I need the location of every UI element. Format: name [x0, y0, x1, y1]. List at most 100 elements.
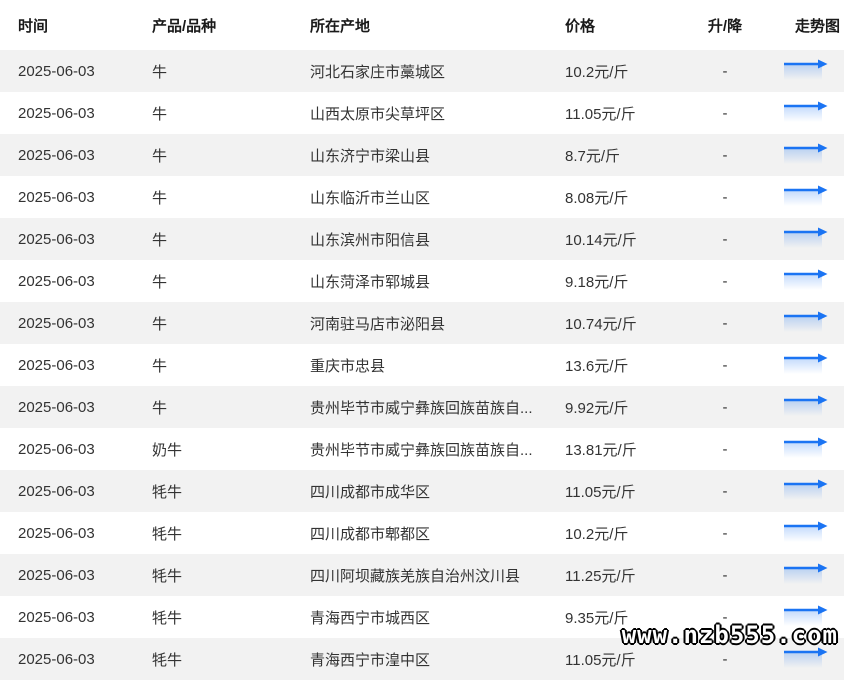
cell-price: 9.92元/斤: [565, 399, 629, 417]
cell-trend: [747, 437, 844, 461]
table-row: 2025-06-03 牛 重庆市忠县 13.6元/斤 -: [0, 344, 844, 386]
table-row: 2025-06-03 牦牛 四川成都市成华区 11.05元/斤 -: [0, 470, 844, 512]
trend-arrow-icon[interactable]: [783, 605, 829, 629]
cell-product: 牛: [152, 273, 168, 291]
table-row: 2025-06-03 牛 山东临沂市兰山区 8.08元/斤 -: [0, 176, 844, 218]
cell-change: -: [722, 314, 728, 332]
cell-date: 2025-06-03: [18, 62, 95, 80]
cell-date: 2025-06-03: [18, 608, 95, 626]
cell-date: 2025-06-03: [18, 650, 95, 668]
cell-product: 牦牛: [152, 567, 183, 585]
cell-trend: [747, 143, 844, 167]
cell-product: 牛: [152, 189, 168, 207]
trend-arrow-icon[interactable]: [783, 59, 829, 83]
cell-location: 山东临沂市兰山区: [310, 189, 431, 207]
cell-change: -: [722, 440, 728, 458]
table-row: 2025-06-03 牦牛 青海西宁市湟中区 11.05元/斤 -: [0, 638, 844, 680]
cell-date: 2025-06-03: [18, 524, 95, 542]
cell-location: 四川阿坝藏族羌族自治州汶川县: [310, 567, 521, 585]
cell-location: 山东滨州市阳信县: [310, 231, 431, 249]
cell-location: 四川成都市成华区: [310, 483, 431, 501]
cell-location: 青海西宁市湟中区: [310, 651, 431, 669]
cell-location: 河南驻马店市泌阳县: [310, 315, 446, 333]
cell-date: 2025-06-03: [18, 188, 95, 206]
cell-change: -: [722, 566, 728, 584]
cell-change: -: [722, 524, 728, 542]
table-row: 2025-06-03 牦牛 四川成都市郫都区 10.2元/斤 -: [0, 512, 844, 554]
cell-trend: [747, 647, 844, 671]
cell-product: 牛: [152, 399, 168, 417]
cell-change: -: [722, 188, 728, 206]
cell-change: -: [722, 398, 728, 416]
cell-trend: [747, 269, 844, 293]
cell-change: -: [722, 146, 728, 164]
trend-arrow-icon[interactable]: [783, 563, 829, 587]
cell-date: 2025-06-03: [18, 482, 95, 500]
cell-location: 贵州毕节市威宁彝族回族苗族自...: [310, 399, 533, 417]
cell-trend: [747, 101, 844, 125]
cell-location: 四川成都市郫都区: [310, 525, 431, 543]
cell-price: 9.18元/斤: [565, 273, 629, 291]
cell-trend: [747, 353, 844, 377]
table-row: 2025-06-03 牛 河北石家庄市藁城区 10.2元/斤 -: [0, 50, 844, 92]
cell-location: 山东菏泽市郓城县: [310, 273, 431, 291]
cell-price: 10.2元/斤: [565, 63, 629, 81]
column-header-change: 升/降: [707, 17, 743, 35]
table-row: 2025-06-03 牛 山东济宁市梁山县 8.7元/斤 -: [0, 134, 844, 176]
cell-price: 11.25元/斤: [565, 567, 636, 585]
cell-change: -: [722, 230, 728, 248]
cell-change: -: [722, 482, 728, 500]
cell-product: 牦牛: [152, 483, 183, 501]
cell-location: 山西太原市尖草坪区: [310, 105, 446, 123]
cell-trend: [747, 479, 844, 503]
cell-trend: [747, 605, 844, 629]
cell-price: 10.14元/斤: [565, 231, 637, 249]
cell-product: 牦牛: [152, 609, 183, 627]
cell-trend: [747, 185, 844, 209]
cell-price: 8.7元/斤: [565, 147, 621, 165]
cell-trend: [747, 227, 844, 251]
trend-arrow-icon[interactable]: [783, 521, 829, 545]
column-header-trend: 走势图: [794, 17, 840, 35]
table-row: 2025-06-03 牦牛 四川阿坝藏族羌族自治州汶川县 11.25元/斤 -: [0, 554, 844, 596]
trend-arrow-icon[interactable]: [783, 101, 829, 125]
cell-trend: [747, 563, 844, 587]
table-row: 2025-06-03 牦牛 青海西宁市城西区 9.35元/斤 -: [0, 596, 844, 638]
cell-price: 13.6元/斤: [565, 357, 629, 375]
cell-trend: [747, 395, 844, 419]
column-header-location: 所在产地: [310, 17, 371, 35]
cell-product: 牛: [152, 105, 168, 123]
cell-price: 11.05元/斤: [565, 105, 636, 123]
table-row: 2025-06-03 牛 山东滨州市阳信县 10.14元/斤 -: [0, 218, 844, 260]
cell-price: 9.35元/斤: [565, 609, 629, 627]
cell-product: 牛: [152, 147, 168, 165]
cell-price: 10.2元/斤: [565, 525, 629, 543]
trend-arrow-icon[interactable]: [783, 479, 829, 503]
cell-date: 2025-06-03: [18, 398, 95, 416]
cell-price: 10.74元/斤: [565, 315, 637, 333]
trend-arrow-icon[interactable]: [783, 227, 829, 251]
trend-arrow-icon[interactable]: [783, 353, 829, 377]
column-header-product: 产品/品种: [152, 17, 217, 35]
cell-product: 牛: [152, 63, 168, 81]
cell-product: 牦牛: [152, 525, 183, 543]
cell-trend: [747, 521, 844, 545]
trend-arrow-icon[interactable]: [783, 185, 829, 209]
trend-arrow-icon[interactable]: [783, 269, 829, 293]
cell-product: 牛: [152, 315, 168, 333]
cell-product: 牦牛: [152, 651, 183, 669]
cell-location: 山东济宁市梁山县: [310, 147, 431, 165]
cell-change: -: [722, 356, 728, 374]
cell-date: 2025-06-03: [18, 146, 95, 164]
trend-arrow-icon[interactable]: [783, 437, 829, 461]
column-header-price: 价格: [565, 17, 596, 35]
trend-arrow-icon[interactable]: [783, 395, 829, 419]
trend-arrow-icon[interactable]: [783, 311, 829, 335]
cell-date: 2025-06-03: [18, 230, 95, 248]
cell-product: 牛: [152, 357, 168, 375]
trend-arrow-icon[interactable]: [783, 143, 829, 167]
trend-arrow-icon[interactable]: [783, 647, 829, 671]
cell-price: 11.05元/斤: [565, 483, 636, 501]
cell-price: 8.08元/斤: [565, 189, 629, 207]
